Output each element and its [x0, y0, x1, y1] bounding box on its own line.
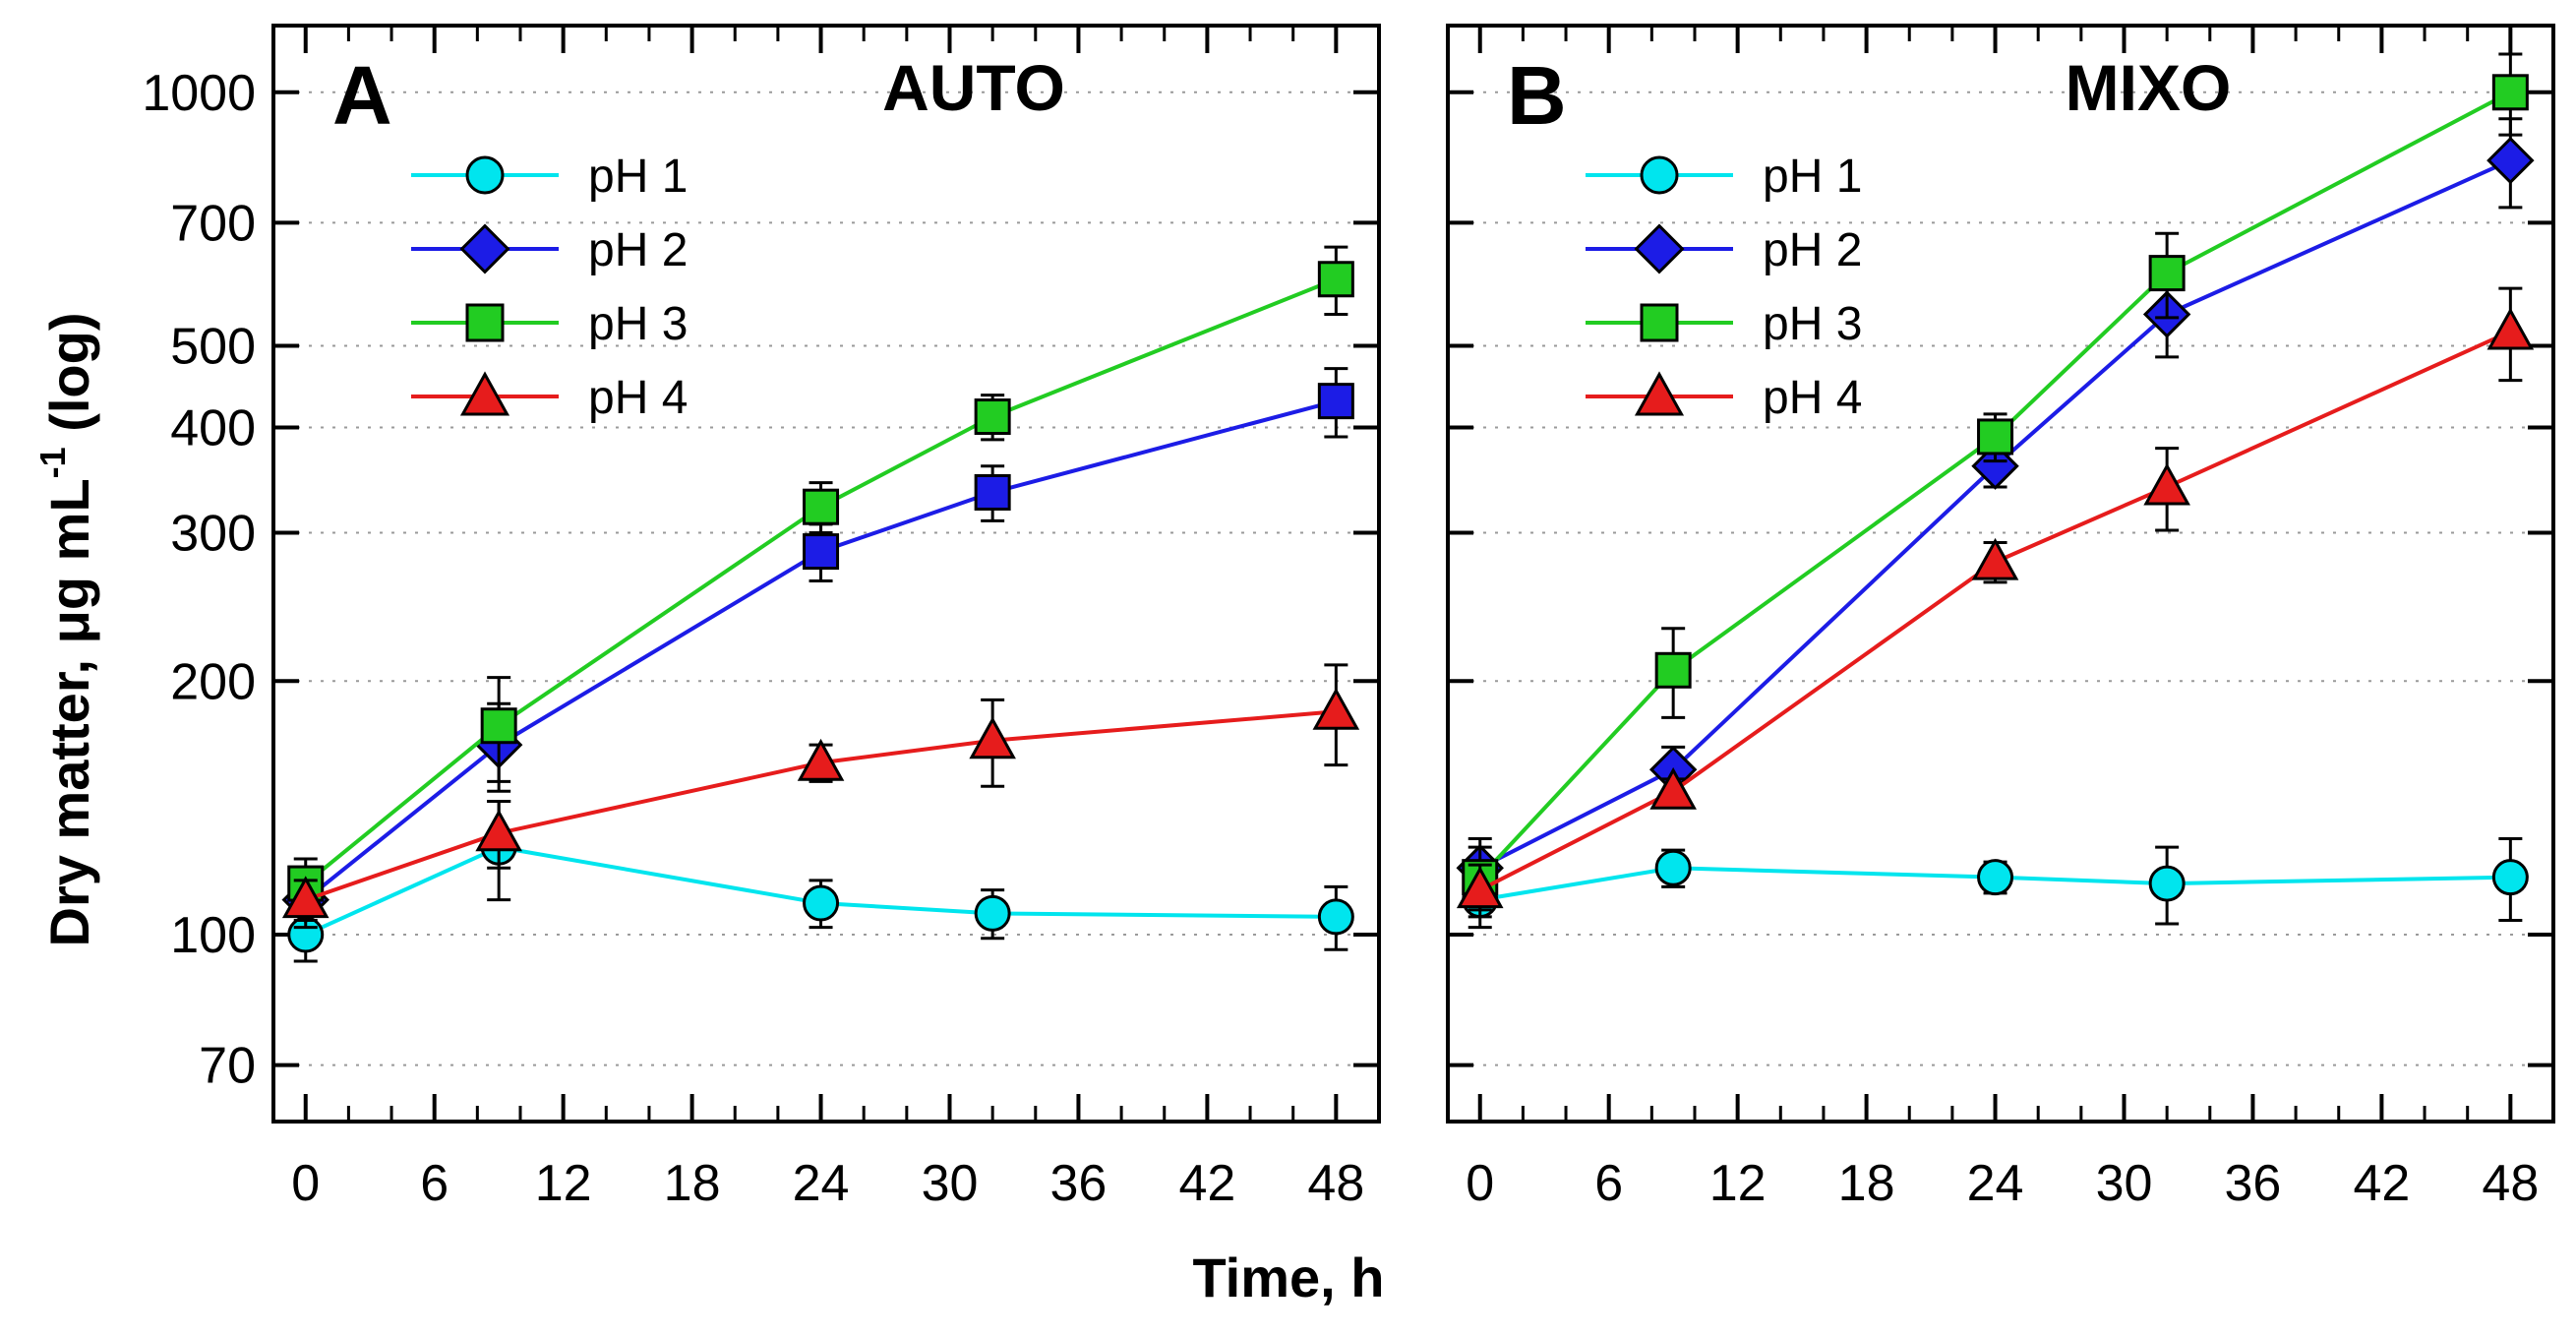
x-tick-label: 24 [1967, 1155, 2024, 1212]
y-tick-label: 70 [199, 1038, 256, 1095]
data-point [797, 738, 845, 781]
series-ph-2 [281, 367, 1354, 930]
x-tick-label: 42 [1178, 1155, 1235, 1212]
legend-marker [465, 155, 505, 195]
x-tick-label: 12 [1709, 1155, 1767, 1212]
x-tick-label: 6 [1594, 1155, 1623, 1212]
x-tick-label: 0 [1466, 1155, 1494, 1212]
legend-label: pH 3 [1763, 298, 1862, 350]
x-tick-label: 30 [922, 1155, 979, 1212]
legend-marker [1634, 371, 1685, 416]
legend-marker [1640, 155, 1679, 195]
data-point [803, 488, 840, 525]
legend-label: pH 4 [1763, 372, 1862, 424]
data-point [1977, 859, 2014, 896]
data-point [1317, 261, 1354, 298]
data-point [969, 716, 1016, 760]
legend: pH 1 pH 2 pH 3 pH 4 [411, 151, 688, 424]
plot-frame [1446, 24, 2555, 1124]
data-point [475, 809, 522, 852]
legend-marker [459, 371, 510, 416]
y-tick-label: 400 [170, 400, 256, 457]
x-tick-label: 48 [1307, 1155, 1364, 1212]
legend-label: pH 1 [588, 151, 688, 203]
series-ph-3 [287, 245, 1354, 912]
x-tick-label: 6 [420, 1155, 449, 1212]
data-point [1971, 537, 2019, 580]
panel-letter: A [332, 49, 392, 142]
data-point [2491, 74, 2529, 111]
x-tick-label: 18 [664, 1155, 721, 1212]
data-point [2491, 859, 2529, 896]
data-point [1654, 651, 1692, 689]
data-point [1977, 418, 2014, 456]
legend-label: pH 3 [588, 298, 688, 350]
data-point [974, 398, 1011, 436]
series-ph-4 [1456, 286, 2535, 919]
data-point [281, 876, 329, 919]
x-tick-label: 30 [2096, 1155, 2153, 1212]
legend-label: pH 1 [1763, 151, 1862, 203]
data-point [1971, 442, 2019, 490]
data-point [1317, 383, 1354, 420]
legend-marker [459, 223, 510, 274]
panel-title: AUTO [882, 51, 1065, 124]
x-tick-label: 36 [1050, 1155, 1108, 1212]
series-ph-4 [281, 663, 1360, 922]
legend-label: pH 2 [1763, 224, 1862, 276]
series-line [1478, 158, 2512, 871]
data-point [480, 707, 517, 745]
x-axis-title: Time, h [1192, 1246, 1384, 1308]
data-point [803, 884, 840, 922]
legend-marker [1640, 303, 1679, 342]
x-tick-label: 24 [793, 1155, 850, 1212]
y-tick-label: 500 [170, 319, 256, 376]
series-ph-2 [1456, 117, 2535, 902]
data-point [1312, 687, 1360, 730]
data-point [1456, 866, 1504, 909]
data-point [974, 473, 1011, 511]
y-tick-label: 100 [170, 907, 256, 964]
y-axis-title: Dry matter, μg mL-1 (log) [32, 312, 100, 946]
data-point [2486, 307, 2535, 350]
y-tick-label: 200 [170, 653, 256, 710]
panel-title: MIXO [2066, 51, 2232, 124]
legend-label: pH 2 [588, 224, 688, 276]
x-tick-label: 48 [2482, 1155, 2539, 1212]
series-ph-1 [1462, 836, 2529, 930]
y-tick-label: 1000 [142, 65, 256, 122]
data-point [974, 894, 1011, 932]
series-line [304, 398, 1337, 902]
x-tick-label: 0 [291, 1155, 320, 1212]
data-point [2148, 865, 2186, 902]
y-tick-label: 700 [170, 195, 256, 252]
panel-auto: 70 100 200 300 400 500 700 1000 0 6 12 18 24 30 36 42 48… [142, 24, 1381, 1212]
data-point [1317, 898, 1354, 936]
panel-mixo: 0 6 12 18 24 30 36 42 48 pH 1 pH 2 pH 3 pH 4 B MIXO [1446, 24, 2555, 1212]
legend-marker [1634, 223, 1685, 274]
data-point [2143, 462, 2190, 506]
x-tick-label: 42 [2353, 1155, 2410, 1212]
plot-frame [271, 24, 1381, 1124]
series-ph-1 [287, 799, 1354, 963]
legend: pH 1 pH 2 pH 3 pH 4 [1586, 151, 1862, 424]
data-point [1654, 849, 1692, 886]
x-tick-label: 36 [2225, 1155, 2282, 1212]
data-point [1649, 766, 1697, 810]
legend-label: pH 4 [588, 372, 688, 424]
y-tick-label: 300 [170, 506, 256, 563]
x-tick-label: 12 [535, 1155, 592, 1212]
data-point [803, 533, 840, 571]
data-point [2148, 255, 2186, 292]
legend-marker [465, 303, 505, 342]
panel-letter: B [1507, 49, 1567, 142]
x-tick-label: 18 [1838, 1155, 1895, 1212]
data-point [2486, 136, 2535, 185]
